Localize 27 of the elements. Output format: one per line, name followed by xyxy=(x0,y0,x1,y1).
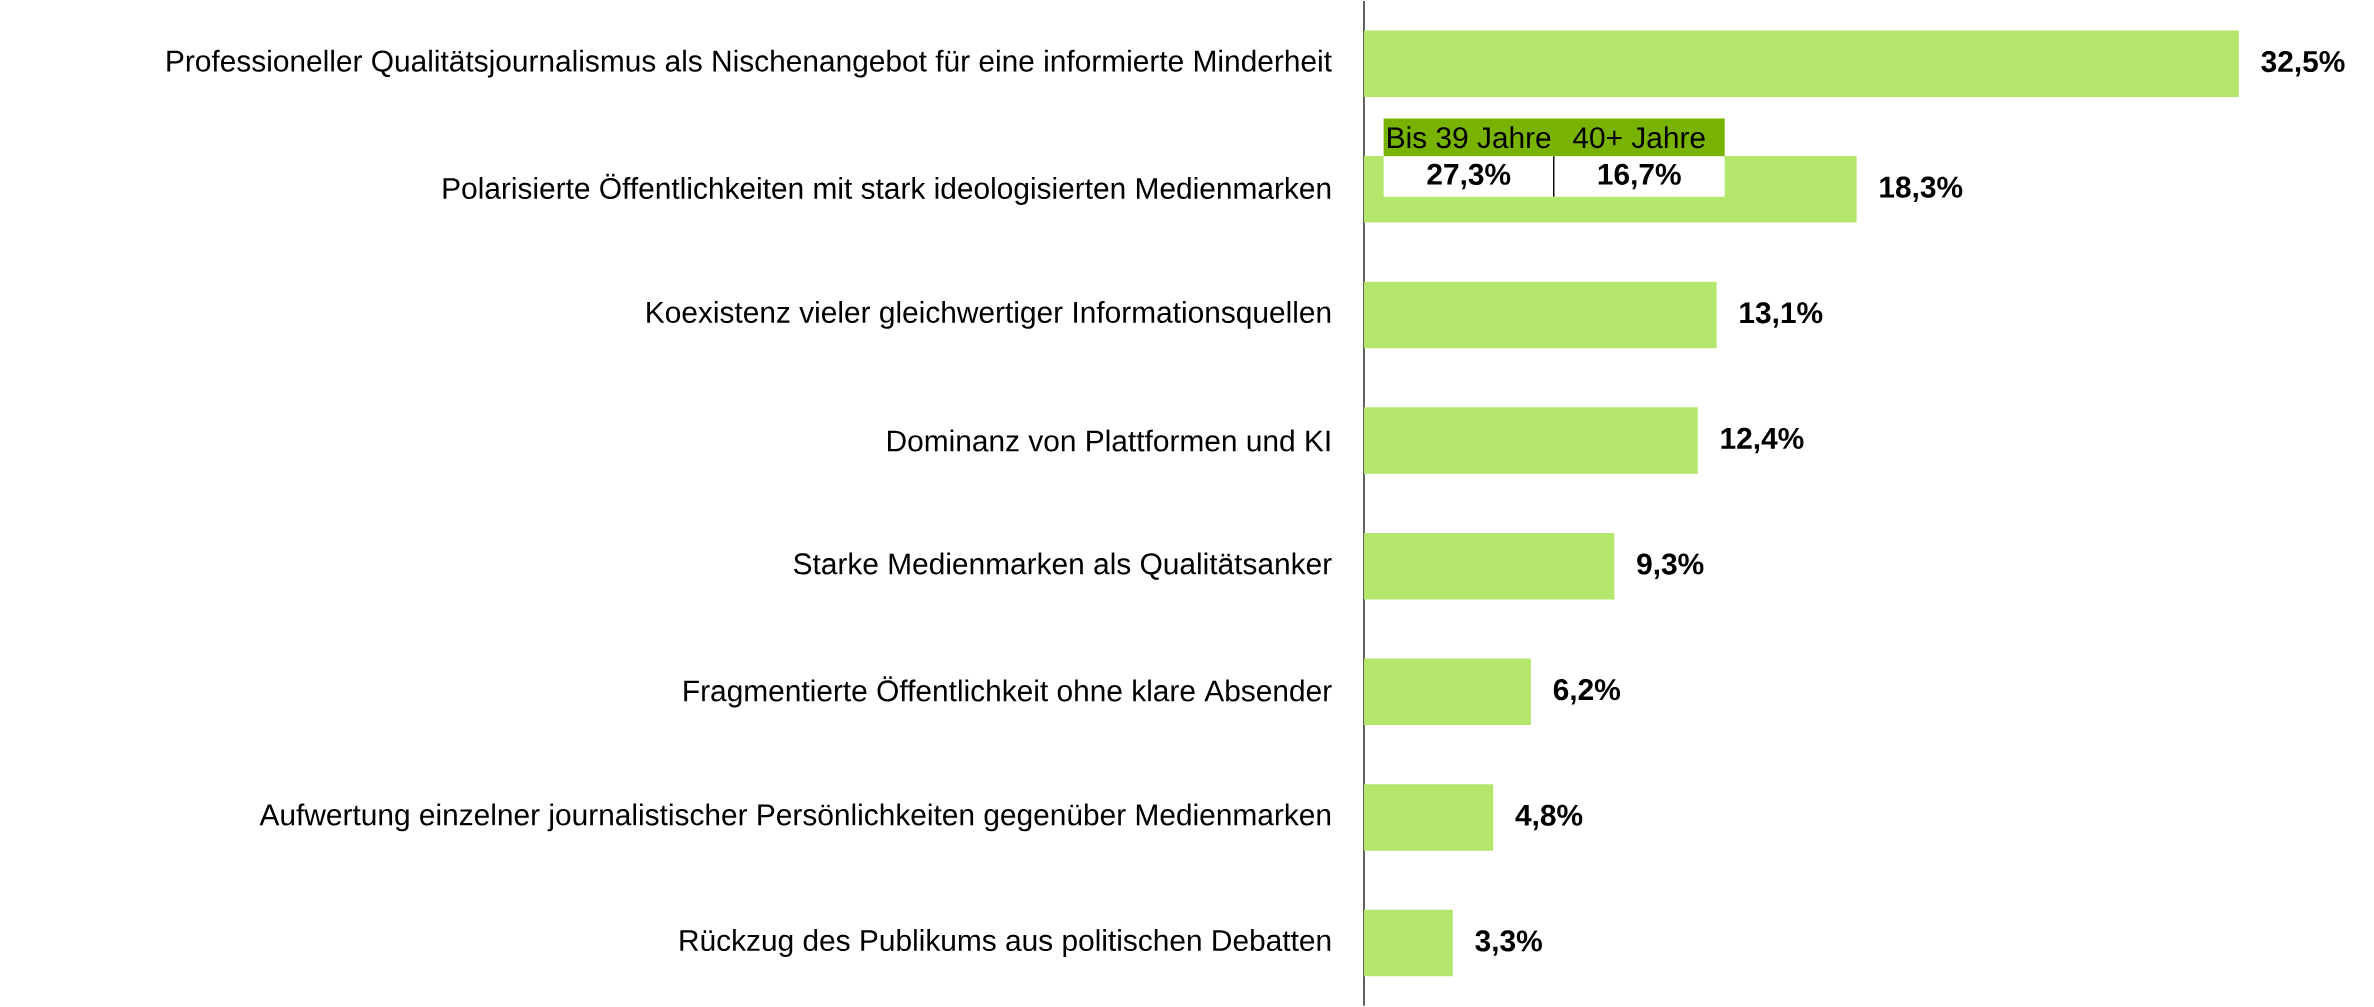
data-label: 32,5% xyxy=(2261,51,2345,77)
bar xyxy=(1363,533,1615,600)
bar xyxy=(1363,909,1453,977)
bar xyxy=(1363,658,1531,726)
y-tick-label: Polarisierte Öffentlichkeiten mit stark ideologisierten Medienmarken xyxy=(443,173,1331,206)
annotation: Bis 39 Jahre xyxy=(1388,126,1551,149)
data-label: 9,3% xyxy=(1637,553,1704,580)
y-tick-label: Fragmentierte Öffentlichkeit ohne klare Absender xyxy=(684,676,1332,708)
y-tick-label: Koexistenz vieler gleichwertiger Informationsquellen xyxy=(647,301,1331,329)
annotation: 16,7% xyxy=(1598,163,1681,190)
annotation: 27,3% xyxy=(1427,163,1511,190)
data-label: 4,8% xyxy=(1515,804,1583,831)
y-tick-label: Professioneller Qualitätsjournalismus als Nischenangebot für eine informierte Minderheit xyxy=(167,49,1332,78)
y-tick-label: Dominanz von Plattformen und KI xyxy=(887,429,1330,452)
bar xyxy=(1363,784,1494,851)
data-label: 18,3% xyxy=(1880,176,1963,203)
bar xyxy=(1363,407,1698,474)
annotation: 40+ Jahre xyxy=(1573,126,1705,149)
y-tick-label: Aufwertung einzelner journalistischer Persönlichkeiten gegenüber Medienmarken xyxy=(259,803,1331,832)
data-label: 3,3% xyxy=(1475,930,1542,956)
bar xyxy=(1363,30,2239,98)
bar xyxy=(1363,281,1717,349)
data-label: 6,2% xyxy=(1553,679,1620,705)
y-tick-label: Starke Medienmarken als Qualitätsanker xyxy=(793,552,1332,580)
data-label: 12,4% xyxy=(1721,427,1804,454)
data-label: 13,1% xyxy=(1740,302,1823,328)
y-tick-label: Rückzug des Publikums aus politischen Debatten xyxy=(680,929,1331,958)
